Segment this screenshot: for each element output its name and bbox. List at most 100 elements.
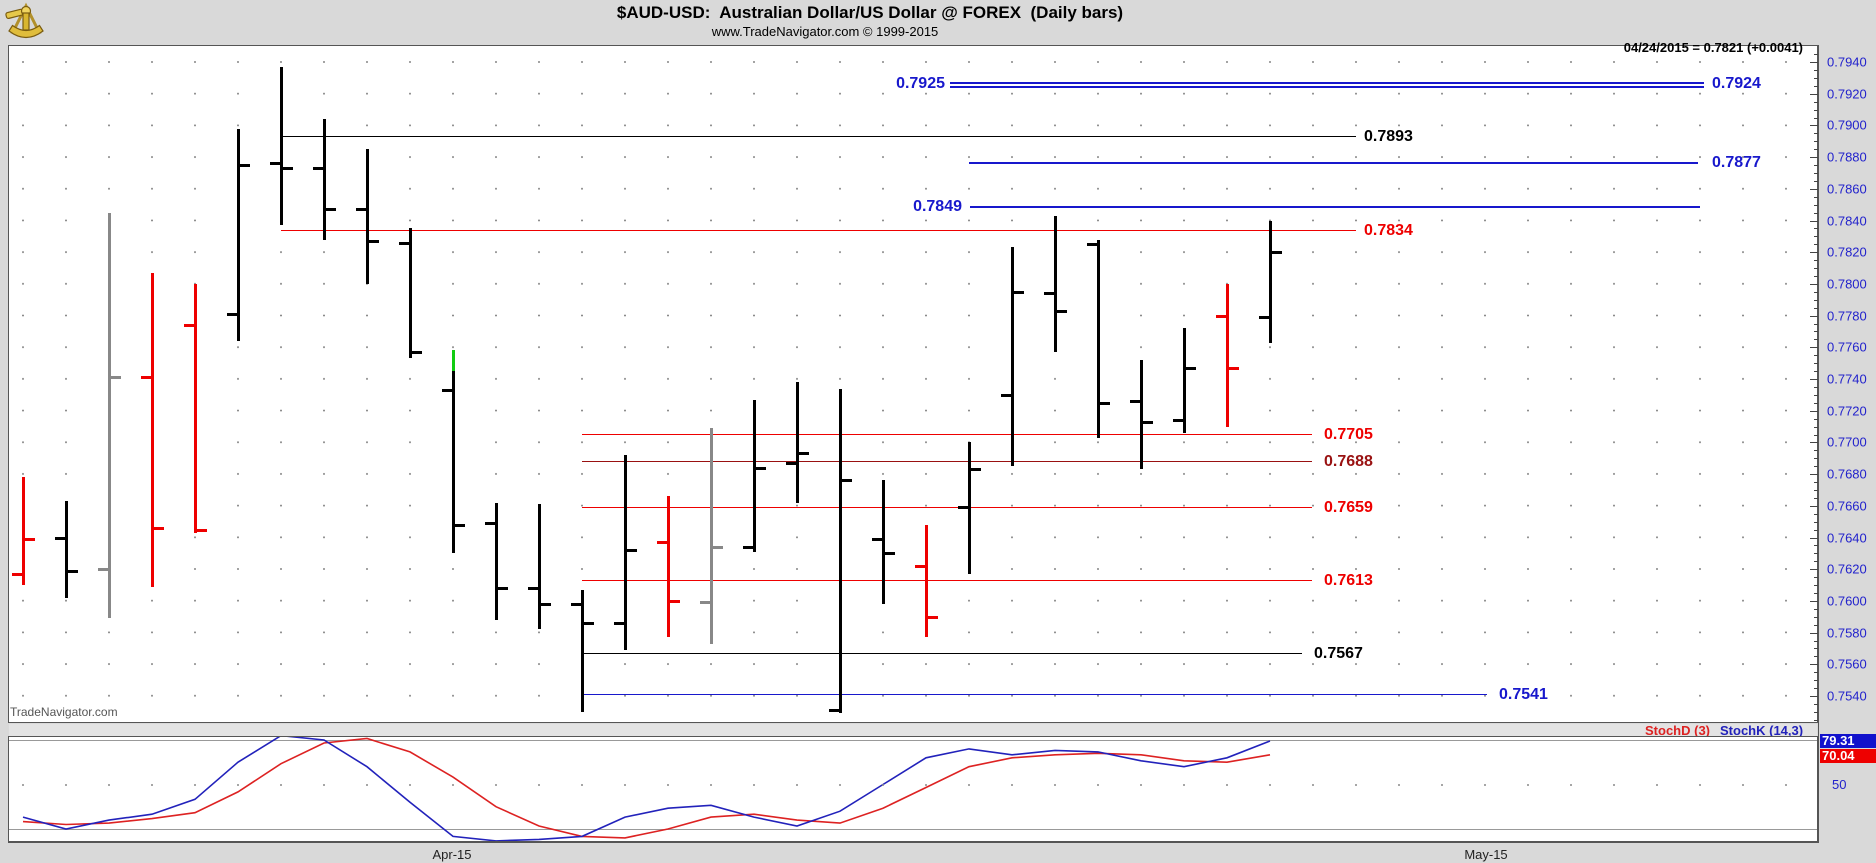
- price-level-line: [582, 461, 1312, 463]
- ohlc-bar-wick: [925, 524, 928, 638]
- ohlc-bar-wick: [237, 128, 240, 341]
- ohlc-bar-wick: [538, 504, 541, 630]
- ohlc-bar-open-tick: [356, 208, 367, 212]
- price-axis-major-tick: [1810, 188, 1818, 190]
- stoch-grid-dot: [151, 784, 153, 786]
- price-level-label: 0.7849: [913, 198, 962, 216]
- price-axis-border: [1818, 45, 1819, 843]
- price-axis-minor-tick: [1814, 593, 1818, 594]
- ohlc-bar-wick: [1226, 283, 1229, 427]
- price-axis-major-tick: [1810, 696, 1818, 697]
- stoch-grid-dot: [323, 784, 325, 786]
- ohlc-bar-close-tick: [497, 587, 508, 591]
- price-level-line: [584, 694, 1487, 696]
- price-level-label: 0.7613: [1324, 572, 1373, 590]
- stoch-grid-dot: [1570, 784, 1572, 786]
- ohlc-bar-wick: [1011, 247, 1014, 467]
- price-axis-minor-tick: [1814, 553, 1818, 555]
- stoch-grid-dot: [968, 784, 970, 786]
- stoch-grid-dot: [495, 784, 497, 786]
- price-level-line: [281, 136, 1356, 138]
- price-level-line: [281, 230, 1356, 231]
- price-axis-minor-tick: [1814, 355, 1818, 357]
- ohlc-bar-close-tick: [282, 167, 293, 171]
- date-axis-strip: [0, 843, 1876, 863]
- price-axis-tick-label: 0.7800: [1827, 276, 1867, 292]
- month-axis-label: May-15: [1464, 847, 1508, 862]
- ohlc-bar-close-tick: [669, 599, 680, 603]
- stoch-grid-dot: [22, 784, 24, 786]
- price-axis-minor-tick: [1814, 77, 1818, 79]
- price-axis-minor-tick: [1814, 418, 1818, 420]
- ohlc-bar-wick: [409, 228, 412, 359]
- ohlc-bar-open-tick: [141, 376, 152, 380]
- stoch-grid-dot: [538, 784, 540, 786]
- price-axis-minor-tick: [1814, 656, 1818, 658]
- ohlc-bar-close-tick: [1271, 251, 1282, 255]
- stoch-grid-dot: [796, 784, 798, 786]
- price-axis-tick-label: 0.7880: [1827, 149, 1867, 165]
- price-level-label: 0.7659: [1324, 499, 1373, 517]
- ohlc-bar-close-tick: [454, 523, 465, 527]
- price-axis-minor-tick: [1814, 196, 1818, 198]
- ohlc-bar-open-tick: [743, 546, 754, 549]
- stoch-grid-dot: [667, 784, 669, 786]
- price-axis-minor-tick: [1814, 54, 1818, 56]
- stochk-legend-label: StochK (14,3): [1720, 723, 1804, 738]
- stoch-grid-dot: [1054, 784, 1056, 786]
- price-axis-minor-tick: [1814, 236, 1818, 238]
- ohlc-bar-wick: [280, 66, 283, 226]
- ohlc-bar-close-tick: [755, 466, 766, 470]
- ohlc-bar-open-tick: [98, 568, 109, 572]
- ohlc-bar-wick: [65, 501, 68, 598]
- price-level-label: 0.7925: [896, 74, 945, 92]
- price-axis-minor-tick: [1814, 117, 1818, 119]
- stochd-legend-label: StochD (3): [1645, 723, 1710, 738]
- price-axis-major-tick: [1810, 442, 1818, 444]
- ohlc-bar-open-tick: [829, 709, 840, 713]
- ohlc-bar-wick: [624, 455, 627, 651]
- price-level-label: 0.7893: [1364, 128, 1413, 146]
- chart-title: $AUD-USD: Australian Dollar/US Dollar @ …: [616, 3, 1124, 22]
- price-axis-major-tick: [1810, 62, 1818, 63]
- ohlc-bar-close-tick: [1056, 309, 1067, 313]
- ohlc-bar-wick: [452, 350, 455, 554]
- price-level-line: [584, 653, 1302, 655]
- ohlc-bar-wick: [366, 149, 369, 284]
- ohlc-bar-wick: [968, 442, 971, 574]
- stoch-lower-band-line: [9, 829, 1817, 830]
- price-axis-minor-tick: [1814, 624, 1818, 626]
- ohlc-bar-open-tick: [786, 462, 797, 465]
- ohlc-bar-open-tick: [872, 538, 883, 542]
- stochd-curve: [22, 737, 1271, 839]
- price-axis-minor-tick: [1814, 529, 1818, 531]
- ohlc-bar-open-tick: [12, 572, 23, 576]
- ohlc-bar-close-tick: [411, 351, 422, 355]
- ohlc-bar-open-tick: [1001, 393, 1012, 397]
- stoch-grid-dot: [753, 784, 755, 786]
- ohlc-bar-wick: [796, 382, 799, 503]
- price-axis-major-tick: [1810, 664, 1818, 666]
- price-axis-minor-tick: [1814, 577, 1818, 579]
- price-axis-major-tick: [1810, 505, 1818, 507]
- ohlc-bar-wick: [710, 428, 713, 644]
- price-axis-major-tick: [1810, 220, 1818, 222]
- price-axis-minor-tick: [1814, 489, 1818, 491]
- ohlc-bar-wick: [194, 283, 197, 533]
- price-axis-minor-tick: [1814, 394, 1818, 396]
- price-axis-minor-tick: [1814, 711, 1818, 713]
- stoch-grid-dot: [1613, 784, 1615, 786]
- ohlc-bar-close-tick: [884, 552, 895, 556]
- price-axis-major-tick: [1810, 315, 1818, 317]
- ohlc-bar-wick: [839, 388, 842, 714]
- tradenavigator-logo sextant-icon: [4, 1, 48, 48]
- ohlc-bar-close-tick: [153, 526, 164, 530]
- price-axis-minor-tick: [1814, 402, 1818, 404]
- price-axis-major-tick: [1810, 569, 1818, 571]
- ohlc-bar-open-tick: [915, 565, 926, 569]
- stoch-grid-dot: [108, 784, 110, 786]
- ohlc-bar-close-tick: [927, 615, 938, 619]
- price-axis-minor-tick: [1814, 101, 1818, 103]
- ohlc-bar-open-tick: [55, 536, 66, 540]
